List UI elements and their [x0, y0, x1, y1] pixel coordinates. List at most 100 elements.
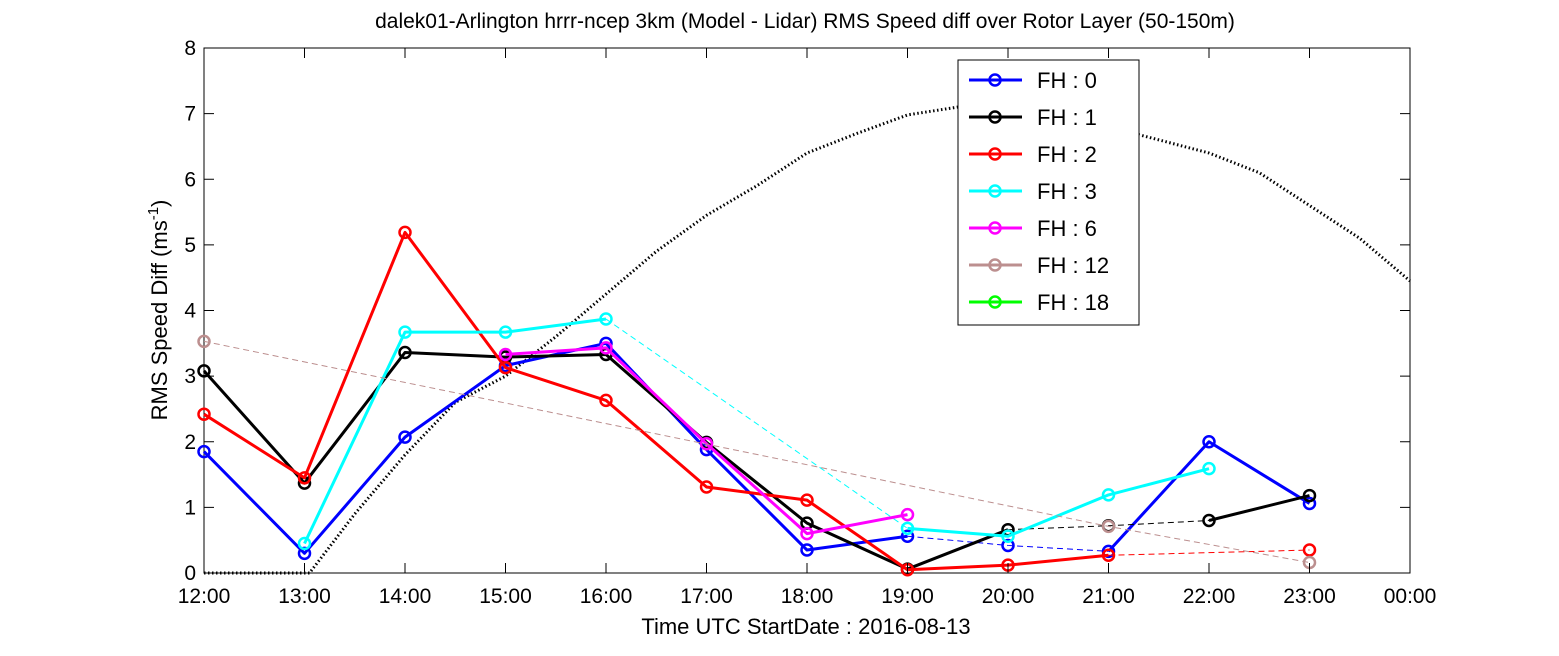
- series-dashed-line: [1007, 520, 1210, 531]
- y-axis-label-main: RMS Speed Diff (ms: [147, 220, 172, 420]
- y-tick-label: 1: [184, 496, 196, 519]
- data-point: [197, 334, 211, 349]
- chart-title: dalek01-Arlington hrrr-ncep 3km (Model -…: [375, 10, 1235, 33]
- series-layer: [197, 225, 1317, 577]
- legend-label: FH : 2: [1037, 142, 1097, 167]
- data-point: [599, 312, 613, 326]
- data-point: [197, 407, 211, 421]
- data-point: [800, 493, 814, 507]
- y-axis-ticks: 0 1 2 3 4 5 6 7 8: [184, 37, 1410, 585]
- data-point: [599, 393, 613, 408]
- y-tick-label: 7: [184, 103, 196, 126]
- legend-label: FH : 18: [1037, 290, 1109, 315]
- y-tick-label: 5: [184, 234, 196, 257]
- x-tick-label: 22:00: [1183, 585, 1236, 608]
- legend-marker: [988, 147, 1002, 161]
- series-line: [1107, 440, 1311, 553]
- x-tick-label: 18:00: [781, 585, 834, 608]
- x-tick-label: 16:00: [580, 585, 633, 608]
- x-axis-label: Time UTC StartDate : 2016-08-13: [641, 614, 970, 639]
- data-point: [1202, 461, 1216, 476]
- series-5: [197, 334, 1317, 570]
- data-point: [900, 507, 915, 522]
- y-tick-label: 0: [184, 562, 196, 585]
- y-tick-label: 6: [184, 168, 196, 191]
- legend-label: FH : 12: [1037, 253, 1109, 278]
- legend-marker: [988, 258, 1002, 272]
- data-point: [1001, 538, 1015, 553]
- data-point: [498, 325, 513, 339]
- data-point: [1302, 488, 1317, 503]
- data-point: [398, 225, 412, 240]
- data-point: [800, 543, 814, 557]
- data-point: [297, 536, 312, 551]
- series-3: [297, 312, 1216, 551]
- data-point: [297, 471, 312, 485]
- data-point: [1101, 519, 1116, 534]
- data-point: [1101, 544, 1116, 559]
- data-point: [197, 444, 211, 459]
- x-axis-ticks: 12:00 13:00 14:00 15:00 16:00 17:00 18:00 19:00…: [178, 48, 1437, 608]
- series-line: [203, 230, 1109, 572]
- series-0: [197, 336, 1317, 561]
- data-point: [1302, 543, 1317, 557]
- y-tick-label: 3: [184, 365, 196, 388]
- legend-marker: [988, 295, 1002, 309]
- x-tick-label: 21:00: [1082, 585, 1135, 608]
- x-tick-label: 13:00: [278, 585, 331, 608]
- y-tick-label: 4: [184, 300, 196, 323]
- data-point: [900, 521, 915, 536]
- series-dashed-line: [605, 318, 908, 529]
- data-point: [498, 347, 513, 362]
- plot-area: 0 1 2 3 4 5 6 7 8 12:00 13:00 14:00 15:00 16:00 17:00…: [178, 37, 1437, 608]
- data-point: [398, 430, 412, 444]
- y-axis-label-superscript: -1: [145, 207, 162, 220]
- legend-label: FH : 3: [1037, 179, 1097, 204]
- series-dashed-line: [203, 340, 1310, 563]
- legend-marker: [988, 221, 1002, 235]
- y-axis-label: RMS Speed Diff (ms-1): [145, 200, 172, 421]
- y-axis-label-close: ): [147, 200, 172, 207]
- legend-label: FH : 0: [1037, 68, 1097, 93]
- data-point: [498, 360, 513, 375]
- data-point: [398, 325, 412, 339]
- data-point: [800, 526, 814, 541]
- x-tick-label: 20:00: [982, 585, 1035, 608]
- data-point: [1202, 435, 1216, 449]
- series-line: [907, 467, 1210, 538]
- x-tick-label: 15:00: [479, 585, 532, 608]
- x-tick-label: 12:00: [178, 585, 231, 608]
- legend-marker: [988, 73, 1002, 87]
- data-point: [1202, 513, 1216, 528]
- data-point: [699, 480, 714, 494]
- data-point: [1001, 529, 1015, 543]
- x-tick-label: 23:00: [1283, 585, 1336, 608]
- legend-label: FH : 6: [1037, 216, 1097, 241]
- x-tick-label: 19:00: [881, 585, 934, 608]
- legend: FH : 0 FH : 1 FH : 2 FH : 3 FH : 6 FH : 12 FH …: [957, 59, 1140, 326]
- series-line: [202, 351, 1009, 571]
- reference-dotted-curve: [204, 105, 1411, 575]
- data-point: [1101, 548, 1116, 563]
- x-tick-label: 17:00: [680, 585, 733, 608]
- data-point: [900, 529, 915, 543]
- series-line: [303, 317, 607, 545]
- data-point: [699, 436, 714, 451]
- x-tick-label: 14:00: [379, 585, 432, 608]
- series-dashed-line: [907, 535, 1109, 552]
- data-point: [1101, 488, 1116, 502]
- y-tick-label: 2: [184, 431, 196, 454]
- data-point: [398, 345, 412, 360]
- series-line: [1208, 494, 1310, 522]
- series-dashed-line: [1108, 549, 1310, 556]
- legend-label: FH : 1: [1037, 105, 1097, 130]
- legend-marker: [988, 184, 1002, 198]
- x-tick-label: 00:00: [1384, 585, 1437, 608]
- legend-marker: [988, 110, 1002, 124]
- data-point: [599, 341, 613, 355]
- series-1: [197, 345, 1317, 576]
- data-point: [1302, 496, 1317, 511]
- y-tick-label: 8: [184, 37, 196, 60]
- reference-curve: [204, 105, 1411, 575]
